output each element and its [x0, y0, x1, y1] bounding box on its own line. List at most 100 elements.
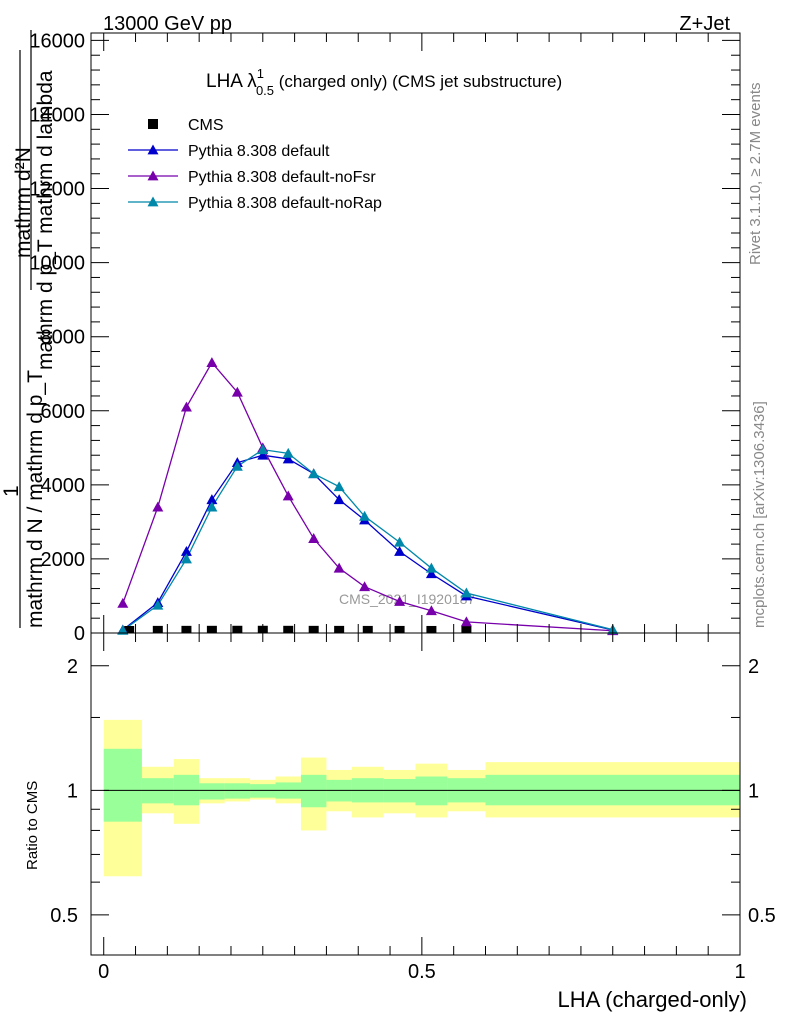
series-point-2 — [333, 562, 345, 573]
series-point-3 — [282, 447, 294, 458]
series-point-2 — [117, 597, 129, 608]
series-point-3 — [117, 624, 129, 635]
series-point-3 — [206, 501, 218, 512]
series-point-1 — [425, 568, 437, 579]
series-point-2 — [359, 581, 371, 592]
series-point-1 — [180, 546, 192, 556]
series-point-2 — [425, 605, 437, 616]
main-ytick-label: 12000 — [29, 179, 85, 201]
ylabel-line-3: 1 — [0, 485, 23, 497]
header-process-label: Z+Jet — [679, 13, 730, 35]
header-energy-label: 13000 GeV pp — [103, 13, 232, 35]
series-point-3 — [359, 510, 371, 521]
series-point-1 — [282, 453, 294, 464]
x-tick-label: 0.5 — [408, 961, 436, 983]
legend-entry-2: Pythia 8.308 default-noFsr — [188, 169, 376, 186]
title-prefix: LHA — [206, 71, 247, 92]
main-ytick-label: 8000 — [41, 327, 86, 349]
cms-data-point — [426, 625, 437, 633]
series-point-1 — [206, 494, 218, 505]
title-lambda: λ — [247, 71, 257, 92]
legend-entry-3: Pythia 8.308 default-noRap — [188, 195, 382, 212]
legend-entry-1: Pythia 8.308 default — [188, 143, 330, 160]
legend: CMS Pythia 8.308 default Pythia 8.308 defa… — [128, 117, 382, 212]
title-sup: 1 — [257, 66, 264, 81]
main-ytick-label: 0 — [74, 623, 85, 645]
series-point-2 — [282, 490, 294, 501]
mcplots-label: mcplots.cern.ch [arXiv:1306.3436] — [751, 401, 768, 628]
cms-data-point — [124, 626, 135, 633]
series-point-3 — [425, 562, 437, 573]
main-ytick-label: 2000 — [41, 549, 86, 571]
rivet-version-label: Rivet 3.1.10, ≥ 2.7M events — [747, 83, 764, 266]
ratio-ytick-label: 2 — [67, 656, 78, 678]
ratio-band-inner — [103, 748, 142, 822]
series-point-2 — [308, 533, 320, 543]
ratio-ytick-label: 1 — [67, 780, 78, 802]
ratio-ytick-label-right: 0.5 — [748, 905, 776, 927]
main-ytick-label: 6000 — [41, 401, 86, 423]
series-point-3 — [333, 481, 345, 492]
series-point-2 — [152, 501, 164, 512]
ratio-band-inner — [300, 774, 327, 808]
cms-data-point — [362, 625, 373, 633]
ratio-ylabel: Ratio to CMS — [24, 781, 41, 870]
ratio-axes-layer: 0.5 0.5 1 1 2 2 0 0.5 1 — [50, 632, 776, 983]
main-ytick-label: 4000 — [41, 475, 86, 497]
series-point-1 — [394, 546, 406, 556]
ylabel-line-2: mathrm d p_T mathrm d lambda — [34, 70, 57, 370]
ylabel-line-1: mathrm d²N — [12, 147, 35, 258]
ratio-band-inner — [199, 783, 225, 800]
series-line-2 — [122, 361, 613, 632]
legend-marker-3 — [147, 196, 159, 207]
cms-data-point — [461, 625, 472, 633]
ratio-band-inner — [250, 784, 276, 798]
cms-data-point — [232, 625, 243, 633]
series-point-2 — [206, 357, 218, 368]
series-point-3 — [308, 468, 320, 479]
series-point-2 — [460, 616, 472, 627]
ratio-band-inner — [415, 776, 448, 806]
series-point-3 — [394, 536, 406, 547]
cms-data-point — [152, 625, 163, 633]
main-ytick-label: 16000 — [29, 30, 85, 52]
series-line-1 — [122, 454, 613, 631]
cms-data-point — [334, 625, 345, 633]
cms-data-point — [283, 625, 294, 633]
cms-data-point — [206, 625, 217, 633]
main-ytick-label: 14000 — [29, 104, 85, 126]
main-ytick-label: 10000 — [29, 253, 85, 275]
ratio-ytick-label: 0.5 — [50, 905, 78, 927]
series-point-3 — [180, 553, 192, 564]
ylabel-line-4: mathrm d N / mathrm d p_T — [24, 370, 47, 628]
ratio-ytick-label-right: 1 — [748, 780, 759, 802]
legend-marker-1 — [147, 144, 159, 155]
title-suffix: (charged only) (CMS jet substructure) — [274, 72, 562, 91]
legend-marker-cms — [148, 119, 158, 129]
cms-data-point — [181, 625, 192, 633]
series-point-3 — [460, 587, 472, 598]
cms-data-point — [308, 625, 319, 633]
x-tick-label: 0 — [98, 961, 109, 983]
x-tick-label: 1 — [734, 961, 745, 983]
legend-marker-2 — [147, 170, 159, 181]
cms-data-point — [394, 625, 405, 633]
plot-title: LHA λ1 0.5 (charged only) (CMS jet substr… — [206, 66, 562, 98]
series-point-3 — [152, 599, 164, 610]
ratio-ytick-label-right: 2 — [748, 656, 759, 678]
ratio-band-inner — [224, 783, 251, 799]
series-point-2 — [231, 386, 243, 397]
ratio-bands-layer — [103, 719, 740, 877]
legend-entry-0: CMS — [188, 117, 224, 134]
main-axes-layer: 0 2000 4000 6000 8000 10000 12000 14000 16000 — [29, 30, 741, 645]
analysis-watermark: CMS_2021_I1920187 — [339, 591, 475, 607]
x-axis-label: LHA (charged-only) — [557, 987, 747, 1012]
series-point-3 — [231, 460, 243, 471]
series-point-3 — [257, 444, 269, 455]
series-point-1 — [333, 494, 345, 505]
main-ylabel: mathrm d²N mathrm d p_T mathrm d lambda … — [0, 30, 57, 628]
series-point-2 — [180, 401, 192, 412]
series-line-3 — [122, 448, 613, 631]
title-sub: 0.5 — [256, 83, 274, 98]
